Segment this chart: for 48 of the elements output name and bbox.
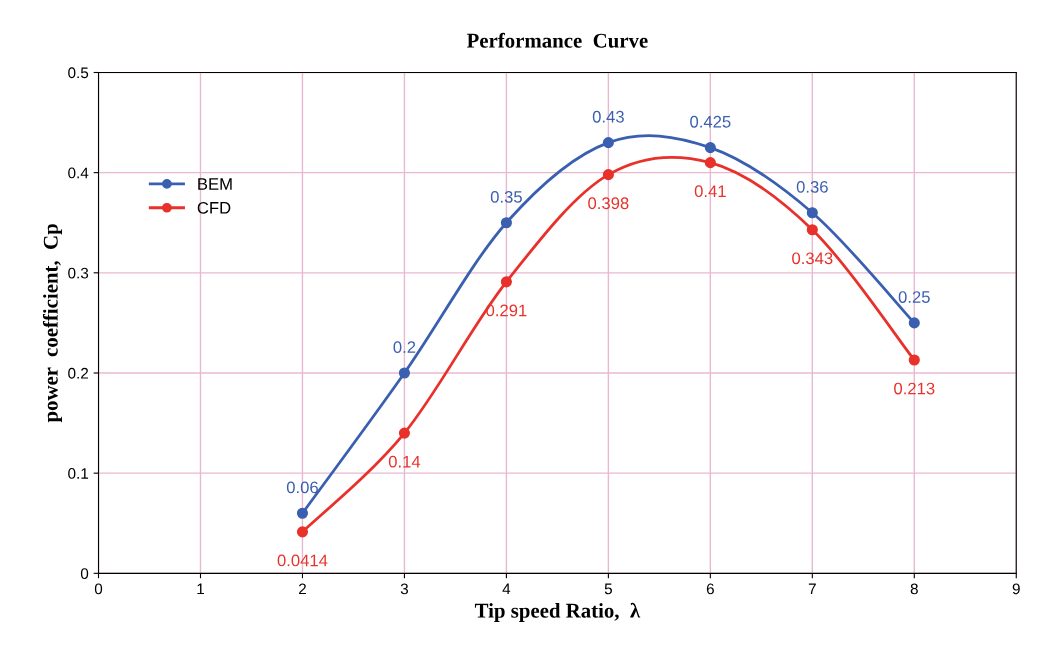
point xyxy=(602,169,614,181)
point xyxy=(908,354,920,366)
data-label: 0.425 xyxy=(690,115,731,128)
data-label: 0.06 xyxy=(286,481,318,494)
data-label: 0.41 xyxy=(694,185,726,198)
legend-label: CFD xyxy=(197,201,231,214)
point xyxy=(908,317,920,329)
point xyxy=(704,142,716,154)
point xyxy=(806,224,818,236)
point xyxy=(398,427,410,439)
legend-label: BEM xyxy=(198,178,232,190)
data-label: 0.25 xyxy=(898,291,930,303)
point xyxy=(500,217,512,229)
data-label: 0.343 xyxy=(792,252,833,265)
point xyxy=(806,207,818,219)
y-tick-label: 0.2 xyxy=(68,367,89,379)
x-tick-label: 1 xyxy=(197,583,204,595)
point xyxy=(296,507,309,519)
data-label: 0.36 xyxy=(796,180,828,193)
point xyxy=(704,157,716,169)
point xyxy=(296,526,309,538)
x-axis-title: Tip speed Ratio, λ xyxy=(474,602,641,622)
data-label: 0.43 xyxy=(592,110,624,123)
y-tick-label: 0.5 xyxy=(68,67,89,79)
point xyxy=(500,276,512,288)
x-tick-label: 8 xyxy=(910,583,918,595)
x-tick-label: 5 xyxy=(604,583,612,595)
data-label: 0.213 xyxy=(894,382,935,395)
y-tick-label: 0.4 xyxy=(68,167,89,179)
y-tick-label: 0.3 xyxy=(68,267,89,279)
x-tick-label: 7 xyxy=(808,583,816,595)
point xyxy=(602,137,614,149)
data-label: 0.398 xyxy=(588,197,629,210)
chart-title: Performance Curve xyxy=(466,32,648,48)
x-tick-label: 3 xyxy=(400,583,409,595)
data-label: 0.0414 xyxy=(277,554,328,567)
data-label: 0.14 xyxy=(388,455,421,468)
x-tick-label: 2 xyxy=(298,583,306,595)
x-tick-label: 0 xyxy=(94,583,103,595)
x-tick-label: 6 xyxy=(706,583,714,595)
y-axis-title: power coefficient, Cp xyxy=(42,224,62,423)
x-tick-label: 4 xyxy=(502,583,511,595)
data-label: 0.2 xyxy=(393,341,416,354)
y-tick-label: 0.1 xyxy=(68,468,89,479)
x-tick-label: 9 xyxy=(1012,583,1020,595)
y-tick-label: 0 xyxy=(80,568,89,580)
point xyxy=(398,367,410,379)
data-label: 0.35 xyxy=(490,190,522,203)
